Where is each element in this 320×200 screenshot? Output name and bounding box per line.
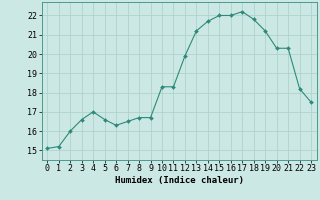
X-axis label: Humidex (Indice chaleur): Humidex (Indice chaleur) [115,176,244,185]
